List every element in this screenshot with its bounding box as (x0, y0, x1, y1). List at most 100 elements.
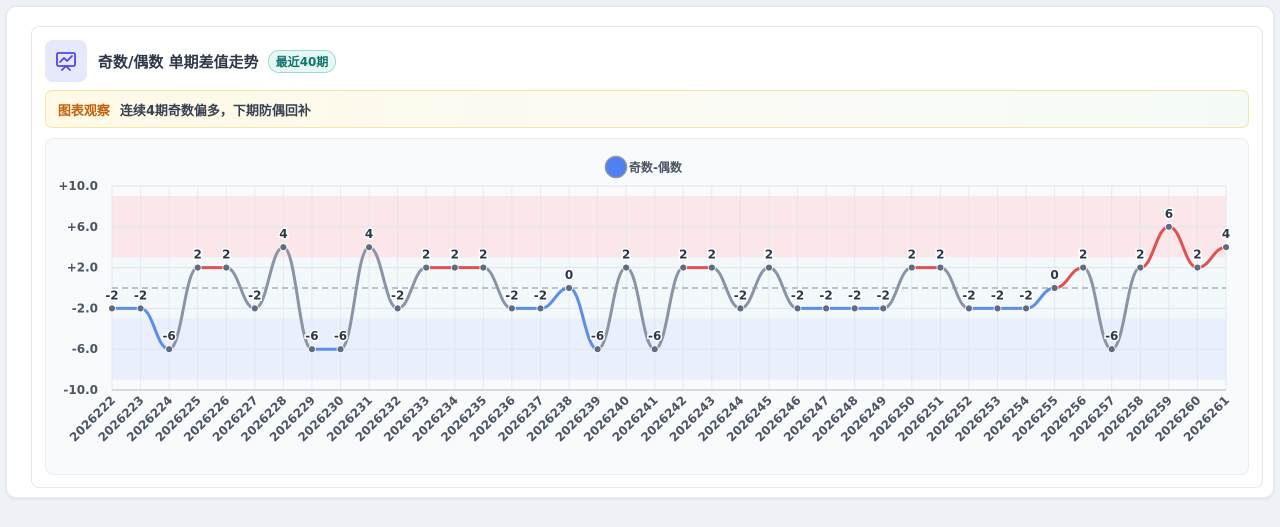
observation-label: 图表观察 (58, 103, 111, 119)
data-point[interactable] (965, 304, 973, 313)
legend-label: 奇数-偶数 (629, 160, 683, 175)
data-label: 4 (1222, 227, 1230, 241)
series-line-segment (253, 245, 285, 310)
data-label: -2 (848, 288, 861, 302)
data-label: 2 (422, 248, 430, 262)
data-label: 4 (279, 227, 287, 241)
data-label: 2 (1136, 248, 1144, 262)
chart-icon (45, 40, 87, 82)
data-label: 0 (565, 268, 573, 282)
data-point[interactable] (165, 345, 174, 354)
data-point[interactable] (593, 345, 602, 354)
data-label: -2 (791, 288, 804, 302)
data-label: 2 (679, 248, 687, 262)
data-point[interactable] (850, 304, 859, 313)
data-point[interactable] (422, 263, 431, 272)
legend-marker (604, 155, 628, 179)
data-label: -6 (1105, 329, 1118, 343)
data-label: -2 (819, 288, 832, 302)
data-label: -6 (305, 329, 318, 343)
data-point[interactable] (1050, 284, 1059, 292)
data-point[interactable] (1222, 243, 1230, 252)
chart-card: 奇数/偶数 单期差值走势 最近40期 图表观察 连续4期奇数偏多，下期防偶回补 … (31, 26, 1263, 488)
series-line-segment (1110, 266, 1142, 351)
y-tick-label: -6.0 (72, 342, 98, 356)
data-point[interactable] (1193, 263, 1202, 272)
data-point[interactable] (907, 263, 916, 272)
data-point[interactable] (336, 345, 345, 354)
data-point[interactable] (565, 284, 573, 292)
data-point[interactable] (622, 263, 631, 272)
series-line-segment (596, 266, 628, 351)
data-point[interactable] (936, 263, 945, 272)
data-label: -2 (534, 288, 547, 302)
series-line-segment (281, 245, 314, 351)
data-label: -2 (105, 288, 118, 302)
data-point[interactable] (993, 304, 1002, 313)
data-point[interactable] (707, 263, 716, 272)
data-point[interactable] (479, 263, 488, 272)
data-label: -2 (248, 288, 261, 302)
data-point[interactable] (879, 304, 888, 313)
data-label: 2 (479, 248, 487, 262)
data-label: -6 (334, 329, 347, 343)
data-label: -2 (1019, 288, 1032, 302)
data-label: -2 (134, 288, 147, 302)
series-line-segment (1081, 266, 1114, 351)
chart-area: +10.0 +6.0 +2.0 -2.0 -6.0 -10.0 奇数-偶数 -2 -2 -6 2 2 -… (45, 138, 1249, 475)
data-point[interactable] (308, 345, 316, 354)
data-label: 2 (765, 248, 773, 262)
y-tick-label: -10.0 (63, 383, 98, 397)
data-point[interactable] (1022, 304, 1030, 313)
observation-text: 连续4期奇数偏多，下期防偶回补 (120, 103, 312, 119)
observation-banner: 图表观察 连续4期奇数偏多，下期防偶回补 (45, 90, 1249, 128)
data-point[interactable] (793, 304, 802, 313)
data-label: 6 (1165, 207, 1173, 221)
card-title: 奇数/偶数 单期差值走势 (98, 52, 259, 71)
data-label: -6 (591, 329, 604, 343)
data-label: 2 (622, 248, 630, 262)
data-point[interactable] (279, 243, 288, 252)
series-line-segment (167, 266, 200, 351)
data-point[interactable] (822, 304, 831, 313)
series-line-segment (367, 245, 400, 310)
data-label: -2 (991, 288, 1004, 302)
data-label: 2 (451, 248, 459, 262)
data-label: -2 (877, 288, 890, 302)
card-header: 奇数/偶数 单期差值走势 最近40期 (45, 39, 337, 83)
y-tick-label: -2.0 (72, 301, 98, 315)
data-label: 2 (1193, 248, 1201, 262)
data-point[interactable] (650, 345, 659, 354)
page-panel: 奇数/偶数 单期差值走势 最近40期 图表观察 连续4期奇数偏多，下期防偶回补 … (6, 6, 1274, 498)
series-line-segment (624, 266, 657, 351)
data-point[interactable] (450, 263, 459, 272)
data-label: -2 (734, 288, 747, 302)
data-point[interactable] (222, 263, 231, 272)
data-point[interactable] (679, 263, 688, 272)
data-label: -2 (391, 288, 404, 302)
data-point[interactable] (365, 243, 373, 252)
y-tick-label: +6.0 (67, 220, 98, 234)
period-badge: 最近40期 (267, 49, 337, 73)
y-tick-label: +2.0 (67, 261, 98, 275)
data-point[interactable] (765, 263, 773, 272)
line-chart: +10.0 +6.0 +2.0 -2.0 -6.0 -10.0 奇数-偶数 -2 -2 -6 2 2 -… (58, 155, 1232, 444)
data-point[interactable] (1079, 263, 1088, 272)
data-point[interactable] (136, 304, 145, 313)
data-point[interactable] (1136, 263, 1145, 272)
data-label: 2 (936, 248, 944, 262)
data-point[interactable] (193, 263, 202, 272)
data-point[interactable] (507, 304, 516, 313)
data-point[interactable] (1164, 222, 1173, 231)
data-point[interactable] (1107, 345, 1116, 354)
data-label: 2 (1079, 248, 1087, 262)
data-label: -6 (162, 329, 175, 343)
data-point[interactable] (108, 304, 116, 313)
data-label: 2 (908, 248, 916, 262)
data-label: 4 (365, 227, 373, 241)
data-label: -2 (962, 288, 975, 302)
data-point[interactable] (250, 304, 259, 313)
data-point[interactable] (536, 304, 545, 313)
data-point[interactable] (393, 304, 402, 313)
data-point[interactable] (736, 304, 745, 313)
